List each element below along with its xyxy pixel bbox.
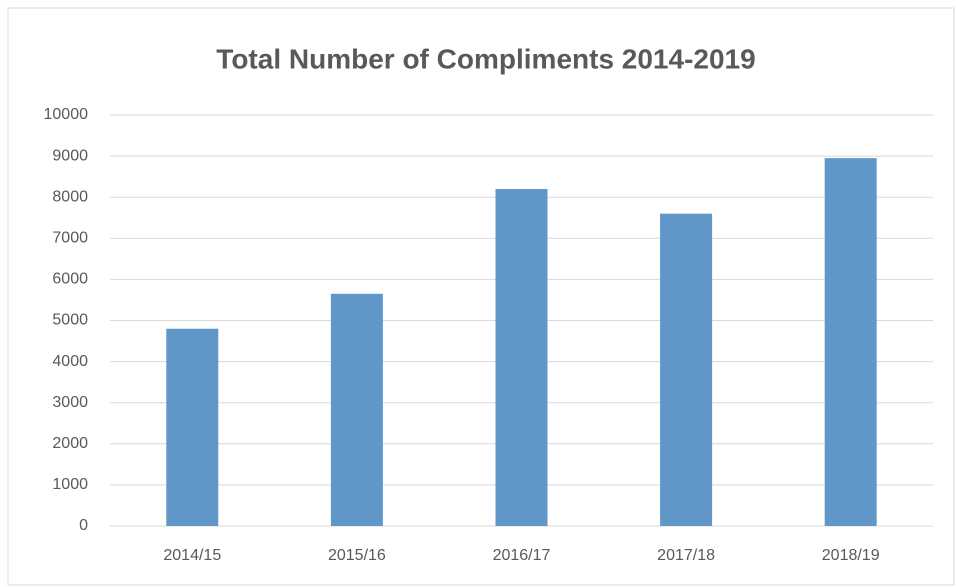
chart-title: Total Number of Compliments 2014-2019	[216, 43, 755, 74]
bar	[166, 328, 219, 526]
x-tick-label: 2015/16	[328, 547, 386, 564]
y-tick-label: 3000	[52, 394, 88, 411]
bar	[495, 188, 548, 527]
bar	[824, 158, 877, 526]
x-tick-label: 2018/19	[822, 547, 880, 564]
y-tick-label: 8000	[52, 188, 88, 205]
y-tick-label: 5000	[52, 312, 88, 329]
y-tick-label: 2000	[52, 435, 88, 452]
y-tick-label: 10000	[44, 106, 89, 123]
y-tick-label: 4000	[52, 353, 88, 370]
x-tick-label: 2017/18	[657, 547, 715, 564]
bar	[660, 213, 713, 526]
y-tick-label: 1000	[52, 476, 88, 493]
chart-frame	[7, 7, 955, 586]
y-tick-label: 9000	[52, 147, 88, 164]
y-tick-label: 7000	[52, 230, 88, 247]
x-tick-label: 2016/17	[493, 547, 551, 564]
y-tick-label: 6000	[52, 271, 88, 288]
bar	[330, 293, 383, 526]
x-tick-label: 2014/15	[163, 547, 221, 564]
y-tick-label: 0	[79, 517, 88, 534]
